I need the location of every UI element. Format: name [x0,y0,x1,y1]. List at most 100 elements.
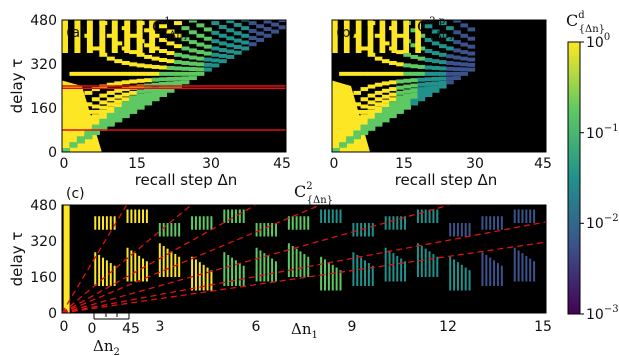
heatmap-cell [144,92,153,97]
heatmap-cell [353,122,362,127]
heatmap-cell [129,102,138,107]
heatmap-cell [206,267,209,291]
heatmap-cell [468,223,471,237]
heatmap-cell [396,109,404,114]
heatmap-cell [453,55,461,60]
panel-c-title: C2 {Δn} [294,181,333,206]
heatmap-cell [410,92,419,97]
panel-a-heatmap [62,20,286,152]
heatmap-cell [136,71,145,76]
heatmap-cell [517,209,520,223]
heatmap-cell [439,66,447,71]
heatmap-cell [410,88,419,93]
heatmap-cell [364,260,367,286]
heatmap-cell [218,24,227,29]
heatmap-cell [91,104,100,109]
heatmap-cell [374,56,383,61]
heatmap-cell [374,97,383,102]
heatmap-cell [106,56,115,61]
heatmap-cell [388,216,391,230]
heatmap-cell [353,109,362,114]
heatmap-cell [353,115,362,120]
heatmap-cell [517,250,520,282]
heatmap-cell [271,258,274,282]
heatmap-cell [307,216,310,230]
heatmap-cell [360,114,369,119]
heatmap-cell [99,116,108,121]
heatmap-cell [424,248,427,277]
heatmap-cell [218,48,227,53]
heatmap-cell [206,216,209,230]
heatmap-cell [403,100,411,105]
x-tick-label: 30 [466,156,484,172]
heatmap-cell [99,105,108,110]
panel-a-frame [61,19,287,153]
heatmap-cell [396,33,404,38]
heatmap-cell [381,88,390,93]
panel-a: (a) C1 {Δn} 0 160 320 480 0 15 30 45 reca… [8,13,291,189]
heatmap-cell [166,88,175,93]
heatmap-cell [136,97,145,102]
heatmap-cell [467,36,476,41]
heatmap-cell [188,67,197,72]
heatmap-cell [467,62,476,67]
heatmap-cell [374,71,383,76]
heatmap-cell [76,109,85,114]
heatmap-cell [274,261,277,282]
heatmap-cell [389,71,397,76]
heatmap-cell [367,116,376,121]
heatmap-cell [346,128,354,133]
heatmap-cell [124,20,131,53]
heatmap-cell [129,90,138,95]
heatmap-cell [84,119,93,124]
heatmap-cell [256,31,265,36]
heatmap-cell [324,209,327,223]
panel-c-overlay-lines [62,205,546,313]
y-tick-label: 0 [48,145,57,161]
heatmap-cell [389,97,397,102]
y-tick-label: 320 [30,57,57,73]
heatmap-cell [121,92,130,97]
heatmap-cell [198,262,201,291]
panel-b-x-axis-label: recall step Δn [395,171,498,189]
panel-a-label: (a) [66,25,86,41]
heatmap-cell [439,71,447,76]
heatmap-cell [162,223,165,237]
heatmap-cell [403,93,411,98]
heatmap-cell [121,114,130,119]
heatmap-cell [144,28,153,33]
heatmap-cell [360,257,363,286]
panel-a-x-ticks: 0 15 30 45 [60,156,291,172]
heatmap-cell [259,250,262,282]
x-tick-label: 45 [534,156,552,172]
heatmap-cell [384,247,387,282]
heatmap-cell [278,25,286,30]
heatmap-cell [91,120,100,125]
heatmap-cell [159,77,168,82]
heatmap-cell [360,46,369,51]
heatmap-cell [439,21,447,26]
heatmap-cell [389,60,397,65]
heatmap-cell [396,255,399,282]
heatmap-cell [436,209,439,223]
heatmap-cell [346,139,354,144]
heatmap-cell [339,109,347,114]
heatmap-cell [485,216,488,230]
heatmap-cell [84,109,93,114]
heatmap-cell [403,20,410,53]
heatmap-cell [367,100,376,105]
heatmap-cell [94,216,97,230]
heatmap-cell [69,143,78,148]
heatmap-cell [481,216,484,230]
heatmap-cell [242,209,245,223]
heatmap-cell [69,109,78,114]
heatmap-cell [453,71,461,76]
heatmap-cell [525,255,528,282]
heatmap-cell [166,223,169,237]
heatmap-cell [431,59,440,64]
heatmap-cell [99,52,108,57]
heatmap-cell [331,209,334,223]
heatmap-cell [446,71,454,76]
heatmap-cell [114,106,123,111]
